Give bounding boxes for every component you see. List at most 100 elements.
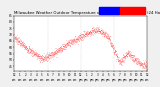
Point	[29, 52, 32, 53]
Point	[88, 31, 91, 33]
Point	[103, 35, 105, 36]
Point	[50, 56, 53, 58]
Point	[58, 47, 60, 48]
Point	[101, 29, 104, 31]
Point	[126, 51, 128, 53]
Point	[108, 40, 111, 41]
Point	[129, 56, 132, 57]
Point	[134, 57, 137, 59]
Point	[14, 39, 17, 40]
Point	[26, 49, 29, 50]
Point	[83, 36, 85, 37]
Point	[130, 59, 133, 60]
Point	[67, 44, 70, 45]
Point	[63, 47, 65, 49]
Point	[111, 47, 113, 48]
Point	[68, 41, 70, 42]
Point	[124, 55, 127, 56]
Point	[69, 40, 72, 41]
Point	[135, 57, 137, 58]
Point	[142, 60, 144, 61]
Point	[104, 34, 106, 36]
Point	[134, 59, 136, 60]
Point	[21, 43, 24, 44]
Point	[102, 32, 105, 33]
Point	[81, 34, 83, 35]
Point	[112, 46, 115, 47]
Point	[83, 35, 85, 36]
Point	[140, 64, 143, 66]
Point	[65, 42, 67, 44]
Point	[60, 49, 62, 51]
Point	[102, 32, 105, 33]
Point	[28, 52, 30, 53]
Point	[27, 48, 30, 50]
Point	[28, 46, 31, 47]
Point	[70, 41, 73, 42]
Point	[93, 29, 96, 30]
Point	[103, 35, 106, 37]
Point	[67, 41, 70, 42]
Point	[42, 60, 44, 62]
Point	[139, 64, 141, 66]
Point	[120, 59, 123, 60]
Point	[54, 50, 56, 52]
Point	[15, 35, 18, 36]
Point	[103, 34, 105, 35]
Point	[84, 33, 87, 34]
Point	[72, 41, 75, 42]
Point	[114, 49, 116, 51]
Point	[105, 35, 107, 37]
Point	[84, 33, 87, 34]
Point	[44, 58, 46, 59]
Point	[49, 54, 52, 56]
Point	[75, 39, 78, 40]
Point	[124, 56, 126, 57]
Point	[68, 39, 71, 40]
Point	[50, 52, 52, 53]
Point	[62, 45, 65, 46]
Point	[38, 56, 41, 58]
Point	[100, 31, 102, 33]
Point	[42, 59, 44, 60]
Point	[32, 50, 34, 51]
Point	[145, 67, 147, 69]
Point	[49, 57, 51, 59]
Point	[116, 56, 119, 58]
Text: Milwaukee Weather Outdoor Temperature vs Heat Index per Minute (24 Hours): Milwaukee Weather Outdoor Temperature vs…	[14, 11, 160, 15]
Point	[32, 54, 34, 56]
Point	[46, 54, 49, 56]
Point	[81, 36, 84, 37]
Point	[63, 49, 66, 50]
Point	[114, 49, 117, 51]
Point	[133, 61, 136, 62]
Point	[50, 54, 53, 55]
Point	[109, 42, 111, 44]
Point	[84, 33, 86, 35]
Point	[66, 44, 68, 45]
Point	[35, 55, 38, 56]
Point	[70, 41, 73, 43]
Point	[143, 62, 145, 64]
Point	[126, 51, 129, 52]
Point	[122, 61, 124, 62]
Point	[24, 47, 26, 49]
Point	[129, 55, 132, 56]
Point	[38, 55, 40, 57]
Point	[15, 38, 18, 39]
Point	[68, 41, 71, 43]
Point	[47, 59, 50, 61]
Point	[15, 39, 18, 40]
Point	[122, 54, 124, 55]
Point	[120, 63, 122, 64]
Point	[34, 54, 37, 55]
Point	[87, 32, 89, 33]
Point	[71, 43, 74, 45]
Point	[52, 54, 55, 56]
Point	[72, 43, 74, 44]
Point	[28, 48, 31, 50]
Point	[102, 31, 105, 32]
Point	[91, 31, 94, 32]
Point	[108, 39, 110, 40]
Point	[125, 54, 127, 56]
